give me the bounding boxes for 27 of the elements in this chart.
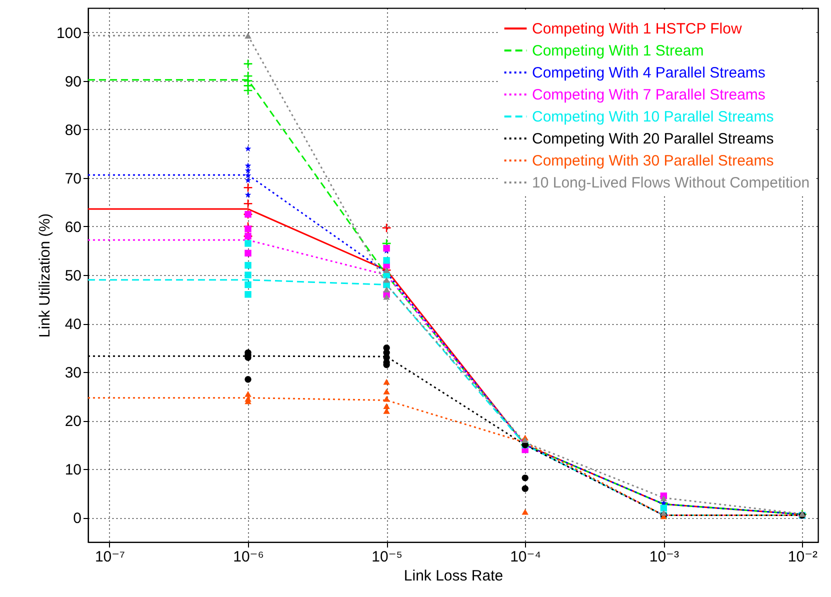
y-tick-label: 20: [64, 413, 82, 430]
legend-label: Competing With 1 HSTCP Flow: [532, 20, 742, 38]
y-axis-title: Link Utilization (%): [36, 213, 54, 338]
y-tick-label: 60: [64, 218, 82, 236]
y-tick-label: 90: [64, 73, 82, 90]
x-tick-label: 10⁻⁵: [372, 548, 402, 566]
y-tick-label: 70: [64, 170, 82, 188]
x-tick-label: 10⁻⁶: [233, 548, 264, 566]
x-tick-label: 10⁻⁷: [94, 548, 125, 566]
legend-label: Competing With 30 Parallel Streams: [532, 152, 774, 170]
legend-label: Competing With 7 Parallel Streams: [532, 86, 766, 104]
x-tick-label: 10⁻²: [788, 548, 818, 566]
legend-label: Competing With 20 Parallel Streams: [532, 130, 774, 148]
y-tick-label: 10: [64, 462, 82, 479]
legend-label: Competing With 10 Parallel Streams: [532, 108, 774, 126]
x-axis-title: Link Loss Rate: [404, 568, 504, 584]
legend-label: Competing With 1 Stream: [532, 42, 704, 60]
x-tick-label: 10⁻⁴: [510, 548, 542, 566]
y-tick-label: 0: [73, 510, 82, 528]
legend-label: 10 Long-Lived Flows Without Competition: [532, 174, 810, 192]
y-tick-label: 40: [64, 316, 82, 334]
y-tick-label: 80: [64, 122, 82, 139]
legend-label: Competing With 4 Parallel Streams: [532, 64, 766, 82]
y-tick-label: 30: [64, 364, 82, 382]
y-tick-label: 50: [64, 268, 82, 284]
y-tick-label: 100: [56, 24, 82, 42]
x-tick-label: 10⁻³: [649, 548, 679, 566]
